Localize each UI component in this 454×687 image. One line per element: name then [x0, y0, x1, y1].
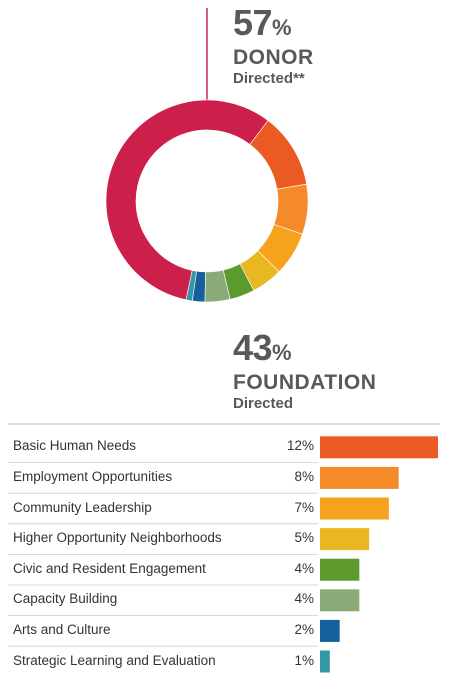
donor-title: DONOR — [233, 46, 314, 69]
bar-label-community-leadership: Community Leadership — [13, 499, 152, 515]
bar-chart — [8, 423, 440, 673]
bar-arts-and-culture — [320, 619, 340, 642]
bar-label-arts-and-culture: Arts and Culture — [13, 621, 111, 637]
bar-label-capacity-building: Capacity Building — [13, 591, 118, 607]
bar-higher-opportunity-neighborhoods — [320, 528, 370, 551]
bar-value-capacity-building: 4% — [294, 591, 314, 607]
bar-label-basic-human-needs: Basic Human Needs — [13, 438, 137, 454]
donor-percent-symbol: % — [272, 15, 292, 40]
bar-value-arts-and-culture: 2% — [294, 621, 314, 637]
bar-community-leadership — [320, 497, 389, 520]
foundation-percent: 43% — [233, 330, 376, 371]
donor-callout: 57% DONOR Directed** — [233, 5, 314, 88]
bar-strategic-learning-and-evaluation — [320, 650, 330, 673]
donor-percent: 57% — [233, 5, 314, 46]
foundation-callout: 43% FOUNDATION Directed — [233, 330, 376, 413]
bar-value-strategic-learning-and-evaluation: 1% — [294, 652, 314, 668]
bar-value-basic-human-needs: 12% — [286, 438, 314, 454]
foundation-subtitle: Directed — [233, 395, 294, 412]
foundation-title: FOUNDATION — [233, 371, 377, 394]
foundation-percent-symbol: % — [272, 340, 292, 365]
bar-value-community-leadership: 7% — [294, 499, 314, 515]
bar-basic-human-needs — [320, 436, 438, 459]
bar-label-strategic-learning-and-evaluation: Strategic Learning and Evaluation — [13, 652, 216, 668]
donut-slice-donor-directed — [105, 99, 269, 301]
donor-percent-value: 57 — [233, 2, 273, 43]
bar-employment-opportunities — [320, 466, 399, 489]
bar-civic-and-resident-engagement — [320, 558, 360, 581]
donut-slice-strategic-learning-and-evaluation — [185, 270, 197, 302]
donor-subtitle: Directed** — [233, 70, 305, 87]
foundation-percent-value: 43 — [233, 327, 273, 368]
bar-label-employment-opportunities: Employment Opportunities — [13, 468, 173, 484]
donut-chart — [105, 99, 309, 303]
bar-value-employment-opportunities: 8% — [294, 468, 314, 484]
bar-capacity-building — [320, 589, 360, 612]
bar-label-higher-opportunity-neighborhoods: Higher Opportunity Neighborhoods — [13, 530, 222, 546]
bar-value-civic-and-resident-engagement: 4% — [294, 560, 314, 576]
bar-value-higher-opportunity-neighborhoods: 5% — [294, 530, 314, 546]
bar-label-civic-and-resident-engagement: Civic and Resident Engagement — [13, 560, 206, 576]
